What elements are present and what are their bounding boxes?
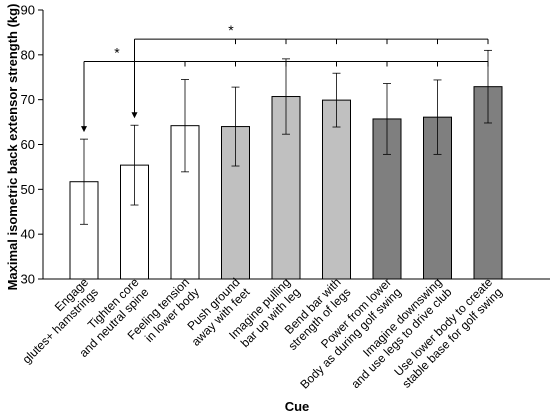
y-axis-title: Maximal isometric back extensor strength… (5, 4, 20, 291)
bar (322, 99, 351, 280)
y-tick-label: 80 (21, 47, 35, 62)
significance-arrowhead (131, 112, 138, 119)
significance-label: * (228, 22, 234, 38)
significance-label: * (114, 45, 120, 61)
y-tick-label: 90 (21, 3, 35, 18)
y-tick-label: 30 (21, 272, 35, 287)
significance-arrowhead (81, 126, 87, 133)
bars (69, 49, 503, 280)
y-tick-label: 60 (21, 137, 35, 152)
x-axis-title: Cue (285, 399, 310, 414)
y-tick-label: 40 (21, 227, 35, 242)
y-tick-label: 50 (21, 182, 35, 197)
y-tick-label: 70 (21, 92, 35, 107)
